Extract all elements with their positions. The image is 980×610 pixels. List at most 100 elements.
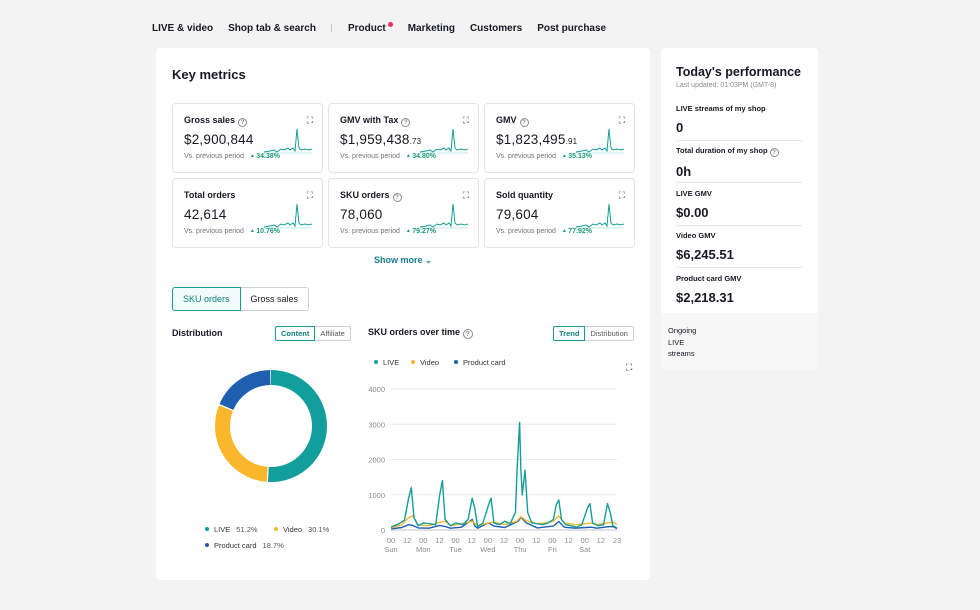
distribution-title: Distribution: [172, 328, 223, 338]
nav-product-label: Product: [347, 23, 386, 34]
row-label: LIVE GMV: [676, 189, 712, 198]
today-performance-panel: Today's performance Last updated: 01:03P…: [661, 48, 818, 370]
x-tick-hour: 00: [451, 536, 459, 545]
y-tick-label: 0: [381, 526, 385, 535]
tab-gross-sales[interactable]: Gross sales: [240, 287, 310, 311]
legend-product-card: Product card 18.7%: [205, 541, 284, 550]
nav-shop-tab-search[interactable]: Shop tab & search: [228, 22, 316, 34]
trend-title: SKU orders over time ?: [368, 327, 473, 339]
x-tick-day: Tue: [449, 545, 462, 552]
metric-value: 42,614: [184, 207, 227, 222]
legend-product-card-label: Product card: [214, 541, 257, 550]
metric-change: 34.38%: [250, 153, 280, 160]
chevron-down-icon: ⌄: [425, 256, 432, 265]
metric-compare: Vs. previous period 79.27%: [340, 228, 436, 235]
notification-dot-icon: [387, 22, 393, 27]
trend-legend-video: Video: [411, 358, 439, 367]
metric-compare: Vs. previous period 35.13%: [496, 153, 592, 160]
metric-value-main: 42,614: [184, 207, 227, 222]
help-icon[interactable]: ?: [769, 148, 779, 157]
toggle-content[interactable]: Content: [275, 326, 316, 341]
legend-dot-icon: [205, 543, 209, 547]
toggle-distribution[interactable]: Distribution: [585, 326, 634, 341]
help-icon[interactable]: ?: [519, 118, 529, 127]
metric-card[interactable]: SKU orders? ⛶ 78,060 Vs. previous period 79.…: [328, 178, 479, 248]
trend-legend-live-label: LIVE: [383, 358, 400, 367]
legend-video-pct: 30.1%: [308, 525, 330, 534]
metric-card[interactable]: GMV? ⛶ $1,823,495.91 Vs. previous period 35.…: [484, 103, 635, 173]
metric-card[interactable]: Total orders ⛶ 42,614 Vs. previous period 10…: [172, 178, 323, 248]
tab-sku-orders[interactable]: SKU orders: [172, 287, 241, 311]
nav-customers[interactable]: Customers: [469, 22, 523, 34]
metric-label: Gross sales?: [184, 115, 248, 127]
show-more-label: Show more: [374, 255, 423, 265]
x-tick-hour: 00: [387, 536, 395, 545]
expand-icon[interactable]: ⛶: [618, 190, 625, 200]
row-label: LIVE streams of my shop: [676, 104, 766, 113]
legend-dot-icon: [205, 527, 209, 531]
metric-label-text: Gross sales: [184, 115, 236, 125]
metric-sparkline: [264, 128, 312, 154]
metric-value: $1,959,438.73: [340, 132, 421, 147]
help-icon[interactable]: ?: [238, 118, 248, 127]
metric-label: SKU orders?: [340, 190, 402, 202]
compare-label: Vs. previous period: [496, 228, 556, 235]
top-nav: LIVE & video Shop tab & search Product M…: [152, 22, 621, 34]
show-more-button[interactable]: Show more ⌄: [374, 255, 432, 265]
today-row-product-card-gmv: Product card GMV $2,218.31: [676, 274, 803, 308]
expand-icon[interactable]: ⛶: [306, 190, 313, 200]
distribution-toggle: Content Affiliate: [275, 326, 351, 341]
trend-title-label: SKU orders over time: [368, 327, 461, 337]
help-icon[interactable]: ?: [401, 118, 411, 127]
metric-card[interactable]: Gross sales? ⛶ $2,900,844 Vs. previous peri…: [172, 103, 323, 173]
donut-slice-video[interactable]: [215, 370, 327, 482]
nav-post-purchase[interactable]: Post purchase: [537, 22, 607, 34]
metric-value: 79,604: [496, 207, 539, 222]
metric-compare: Vs. previous period 34.80%: [340, 153, 436, 160]
metric-label: Sold quantity: [496, 190, 553, 200]
x-tick-day: Thu: [514, 545, 527, 552]
expand-icon[interactable]: ⛶: [462, 115, 469, 125]
x-tick-hour: 23: [613, 536, 621, 545]
expand-icon[interactable]: ⛶: [306, 115, 313, 125]
nav-live-video[interactable]: LIVE & video: [152, 22, 214, 34]
help-icon[interactable]: ?: [392, 193, 402, 202]
metric-label-text: SKU orders: [340, 190, 390, 200]
ongoing-live-streams[interactable]: Ongoing LIVE streams: [661, 313, 818, 370]
row-label: Video GMV: [676, 231, 716, 240]
metric-compare: Vs. previous period 77.92%: [496, 228, 592, 235]
compare-label: Vs. previous period: [340, 153, 400, 160]
metric-label: Total orders: [184, 190, 235, 200]
toggle-affiliate[interactable]: Affiliate: [315, 326, 351, 341]
row-value: $2,218.31: [676, 290, 734, 305]
nav-marketing[interactable]: Marketing: [407, 22, 455, 34]
expand-icon[interactable]: ⛶: [462, 190, 469, 200]
metric-card[interactable]: Sold quantity ⛶ 79,604 Vs. previous period 7…: [484, 178, 635, 248]
metric-value: 78,060: [340, 207, 383, 222]
series-line-live: [390, 421, 618, 529]
key-metrics-title: Key metrics: [172, 67, 246, 82]
x-tick-hour: 12: [564, 536, 572, 545]
y-tick-label: 4000: [368, 385, 385, 394]
metric-value: $2,900,844: [184, 132, 254, 147]
legend-video-label: Video: [283, 525, 303, 534]
metric-sparkline: [420, 203, 468, 229]
toggle-trend[interactable]: Trend: [553, 326, 586, 341]
metric-card[interactable]: GMV with Tax? ⛶ $1,959,438.73 Vs. previous …: [328, 103, 479, 173]
x-tick-hour: 12: [403, 536, 411, 545]
donut-slice-live[interactable]: [215, 370, 327, 482]
metric-value-cents: .91: [565, 137, 578, 146]
metric-change: 34.80%: [406, 153, 436, 160]
expand-icon[interactable]: ⛶: [626, 362, 633, 372]
expand-icon[interactable]: ⛶: [618, 115, 625, 125]
help-icon[interactable]: ?: [462, 329, 473, 339]
trend-legend-product-card: Product card: [454, 358, 506, 367]
x-tick-hour: 12: [500, 536, 508, 545]
today-row-live-gmv: LIVE GMV $0.00: [676, 189, 803, 226]
x-tick-hour: 12: [468, 536, 476, 545]
distribution-donut-chart: [215, 370, 327, 482]
nav-product[interactable]: Product: [348, 22, 393, 34]
x-tick-hour: 12: [597, 536, 605, 545]
metric-sparkline: [576, 203, 624, 229]
series-line-product-card: [390, 516, 618, 530]
